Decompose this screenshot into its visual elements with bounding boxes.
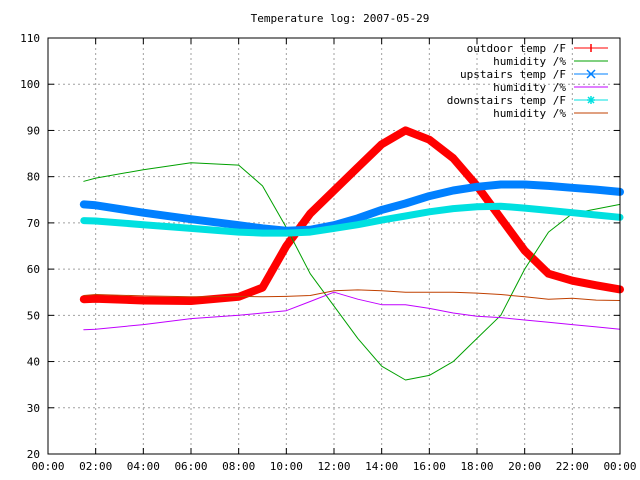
- legend-label: downstairs temp /F: [447, 94, 566, 107]
- series-group: [79, 126, 624, 381]
- y-tick-label: 20: [27, 448, 40, 461]
- chart-title: Temperature log: 2007-05-29: [251, 12, 430, 25]
- y-tick-label: 30: [27, 402, 40, 415]
- legend-label: humidity /%: [493, 55, 566, 68]
- y-tick-label: 80: [27, 171, 40, 184]
- series-line-0: [79, 126, 624, 305]
- x-tick-label: 08:00: [222, 460, 255, 473]
- legend-label: outdoor temp /F: [467, 42, 566, 55]
- plot-border: [47, 37, 621, 455]
- x-tick-label: 00:00: [603, 460, 636, 473]
- y-tick-label: 70: [27, 217, 40, 230]
- x-tick-label: 20:00: [508, 460, 541, 473]
- y-tick-label: 50: [27, 309, 40, 322]
- legend-label: humidity /%: [493, 81, 566, 94]
- x-axis: 00:00 02:00 04:00 06:00 08:00 10:00 12:00 14:00…: [31, 38, 637, 473]
- x-tick-label: 22:00: [556, 460, 589, 473]
- x-tick-label: 18:00: [460, 460, 493, 473]
- y-tick-label: 90: [27, 124, 40, 137]
- x-tick-label: 00:00: [31, 460, 64, 473]
- x-tick-label: 02:00: [79, 460, 112, 473]
- x-tick-label: 14:00: [365, 460, 398, 473]
- series-line-5: [83, 289, 621, 301]
- legend-label: upstairs temp /F: [460, 68, 566, 81]
- y-tick-label: 60: [27, 263, 40, 276]
- x-tick-label: 10:00: [270, 460, 303, 473]
- x-tick-label: 04:00: [127, 460, 160, 473]
- series-line-3: [83, 291, 621, 331]
- x-tick-label: 06:00: [174, 460, 207, 473]
- legend-label: humidity /%: [493, 107, 566, 120]
- series-line-2: [79, 180, 624, 235]
- x-tick-label: 16:00: [413, 460, 446, 473]
- x-tick-label: 12:00: [317, 460, 350, 473]
- y-tick-label: 110: [20, 32, 40, 45]
- legend-marker: [586, 69, 596, 79]
- y-tick-label: 100: [20, 78, 40, 91]
- y-tick-label: 40: [27, 356, 40, 369]
- series-line-4: [80, 202, 624, 237]
- series-line-1: [83, 162, 621, 381]
